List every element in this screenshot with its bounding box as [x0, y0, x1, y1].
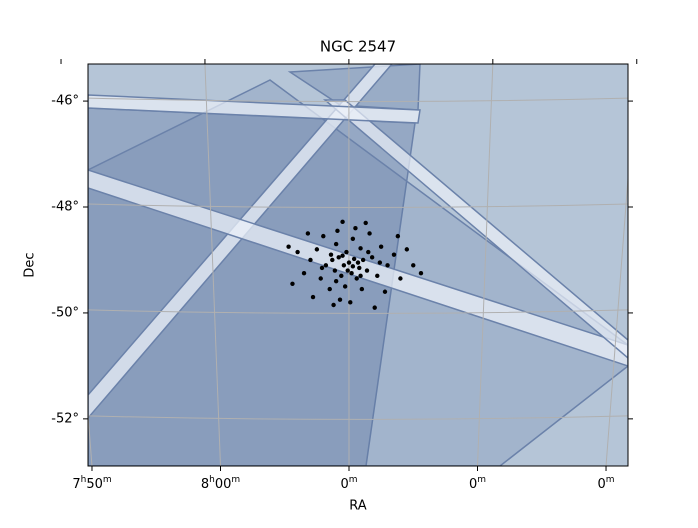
star-point	[331, 303, 335, 307]
star-point	[308, 258, 312, 262]
star-point	[351, 264, 355, 268]
star-point	[306, 231, 310, 235]
star-point	[334, 242, 338, 246]
y-tick-label: -48°	[51, 200, 79, 215]
star-point	[378, 260, 382, 264]
star-point	[348, 300, 352, 304]
star-point	[367, 231, 371, 235]
star-point	[366, 250, 370, 254]
star-point	[340, 220, 344, 224]
star-point	[328, 287, 332, 291]
footprints	[88, 64, 628, 466]
star-point	[355, 276, 359, 280]
chart-title: NGC 2547	[320, 38, 396, 56]
star-point	[396, 234, 400, 238]
star-point	[333, 268, 337, 272]
x-tick-label: 8h00m	[201, 475, 240, 492]
star-point	[419, 271, 423, 275]
star-point	[364, 221, 368, 225]
star-point	[286, 245, 290, 249]
star-point	[347, 260, 351, 264]
star-point	[340, 254, 344, 258]
star-point	[360, 287, 364, 291]
x-tick-label: 0m	[340, 475, 357, 492]
x-tick-label: 0m	[597, 475, 614, 492]
star-point	[321, 234, 325, 238]
star-point	[379, 245, 383, 249]
star-point	[339, 274, 343, 278]
star-point	[383, 290, 387, 294]
star-point	[356, 260, 360, 264]
star-point	[373, 305, 377, 309]
y-tick-label: -46°	[51, 94, 79, 109]
star-point	[344, 250, 348, 254]
star-point	[351, 237, 355, 241]
star-point	[357, 266, 361, 270]
star-point	[365, 268, 369, 272]
star-point	[319, 276, 323, 280]
star-point	[329, 252, 333, 256]
star-point	[295, 250, 299, 254]
star-point	[315, 247, 319, 251]
star-point	[337, 255, 341, 259]
star-point	[338, 297, 342, 301]
star-point	[346, 268, 350, 272]
star-point	[405, 247, 409, 251]
star-point	[358, 246, 362, 250]
star-point	[352, 257, 356, 261]
star-point	[353, 226, 357, 230]
star-point	[398, 276, 402, 280]
star-point	[385, 263, 389, 267]
star-point	[358, 274, 362, 278]
x-tick-label: 7h50m	[72, 475, 111, 492]
star-point	[343, 284, 347, 288]
star-point	[375, 274, 379, 278]
star-point	[311, 295, 315, 299]
star-point	[334, 279, 338, 283]
star-point	[324, 263, 328, 267]
star-point	[361, 258, 365, 262]
grid-line	[61, 64, 92, 466]
star-point	[330, 258, 334, 262]
star-point	[342, 263, 346, 267]
star-point	[411, 263, 415, 267]
star-point	[290, 282, 294, 286]
star-point	[335, 229, 339, 233]
y-axis-label: Dec	[23, 252, 38, 277]
star-point	[370, 255, 374, 259]
y-tick-label: -50°	[51, 305, 79, 320]
x-tick-label: 0m	[469, 475, 486, 492]
star-point	[392, 252, 396, 256]
y-tick-label: -52°	[51, 411, 79, 426]
star-point	[349, 271, 353, 275]
star-point	[320, 266, 324, 270]
star-point	[302, 271, 306, 275]
x-axis-label: RA	[349, 499, 367, 514]
